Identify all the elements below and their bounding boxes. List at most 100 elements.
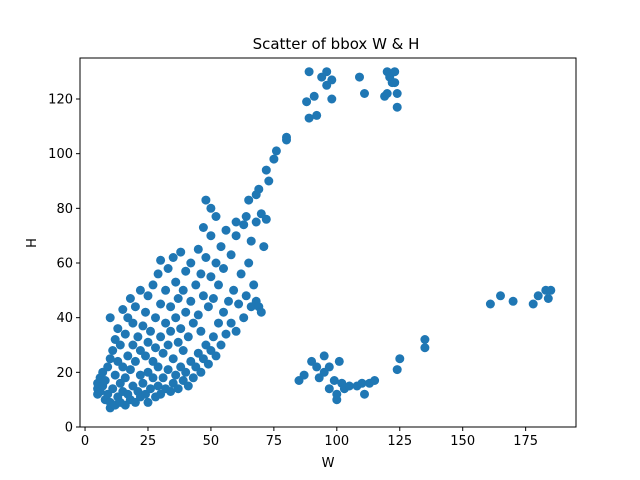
data-point	[355, 72, 364, 82]
data-point	[153, 381, 163, 391]
data-point	[163, 340, 173, 350]
data-point	[158, 373, 168, 383]
data-point	[360, 389, 369, 399]
data-point	[251, 217, 261, 227]
data-point	[100, 376, 110, 385]
data-point	[181, 307, 191, 317]
data-point	[196, 269, 206, 279]
data-point	[239, 220, 249, 230]
data-point	[302, 97, 312, 107]
data-point	[239, 313, 249, 323]
data-point	[105, 354, 115, 364]
data-point	[173, 294, 183, 303]
data-point	[108, 384, 118, 394]
data-point	[181, 367, 191, 377]
data-point	[188, 373, 198, 383]
data-point	[344, 381, 354, 391]
data-point	[105, 313, 115, 323]
data-point	[216, 340, 226, 350]
data-point	[312, 362, 322, 372]
data-point	[543, 294, 553, 303]
data-point	[304, 67, 314, 77]
data-point	[125, 294, 135, 303]
data-point	[208, 294, 218, 303]
data-point	[226, 318, 236, 328]
data-point	[309, 91, 319, 101]
x-tick-label: 50	[203, 434, 220, 449]
data-point	[110, 370, 120, 380]
data-point	[146, 384, 155, 394]
data-point	[214, 280, 223, 290]
data-point	[226, 250, 236, 260]
data-point	[198, 223, 208, 232]
data-point	[196, 367, 206, 377]
data-point	[108, 346, 118, 355]
data-point	[261, 165, 271, 175]
data-point	[153, 269, 163, 279]
data-point	[168, 253, 178, 262]
x-tick-label: 150	[450, 434, 475, 449]
data-point	[151, 343, 160, 353]
y-tick-label: 120	[48, 93, 73, 108]
data-point	[166, 302, 176, 312]
data-point	[206, 231, 216, 241]
data-point	[163, 264, 173, 273]
data-point	[231, 326, 241, 336]
data-point	[135, 285, 145, 295]
data-point	[496, 291, 505, 301]
data-point	[224, 296, 233, 306]
data-point	[334, 356, 344, 366]
data-point	[186, 258, 196, 268]
data-point	[312, 110, 322, 120]
data-point	[178, 285, 188, 295]
y-tick-label: 80	[56, 202, 73, 217]
data-point	[332, 389, 342, 399]
data-point	[392, 102, 402, 112]
data-point	[115, 340, 125, 350]
data-point	[118, 362, 128, 372]
data-point	[103, 362, 113, 372]
data-point	[508, 296, 518, 306]
data-point	[161, 285, 171, 295]
data-point	[123, 351, 133, 361]
data-point	[130, 356, 140, 366]
data-point	[128, 318, 138, 328]
data-point	[193, 310, 203, 320]
data-point	[183, 332, 193, 342]
data-point	[256, 209, 266, 219]
data-point	[151, 313, 160, 323]
points-layer	[93, 67, 556, 413]
data-point	[236, 269, 246, 279]
data-point	[173, 337, 183, 347]
data-point	[392, 89, 402, 98]
data-point	[113, 324, 123, 334]
data-point	[156, 332, 166, 342]
data-point	[299, 370, 309, 380]
data-point	[143, 291, 153, 301]
data-point	[198, 291, 208, 301]
y-tick-label: 60	[56, 257, 73, 272]
x-axis-ticks: 0 25 50 75 100 125 150 175	[81, 427, 538, 449]
data-point	[282, 135, 291, 145]
data-point	[244, 258, 254, 268]
data-point	[203, 302, 213, 312]
x-tick-label: 175	[513, 434, 538, 449]
data-point	[156, 299, 166, 309]
data-point	[196, 326, 206, 336]
y-tick-label: 0	[65, 421, 73, 436]
data-point	[249, 280, 259, 290]
data-point	[221, 329, 231, 339]
data-point	[244, 195, 254, 205]
data-point	[133, 332, 143, 342]
data-point	[191, 280, 201, 290]
data-point	[166, 387, 176, 396]
data-point	[254, 184, 264, 194]
data-point	[171, 277, 181, 287]
data-point	[206, 203, 216, 213]
data-point	[168, 354, 178, 364]
data-point	[256, 307, 266, 317]
data-point	[322, 67, 332, 77]
y-tick-label: 100	[48, 147, 73, 162]
data-point	[143, 397, 153, 407]
